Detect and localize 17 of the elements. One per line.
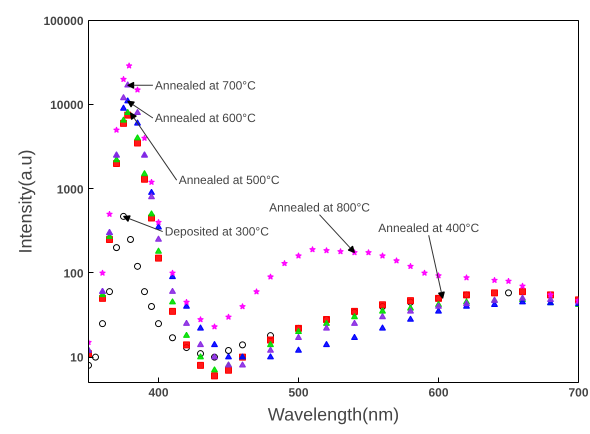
y-tick-label: 10000 [50,98,84,112]
x-tick-label: 400 [148,386,169,400]
y-tick-label: 10 [70,350,84,365]
y-axis-title: Intensity(a.u) [15,149,36,254]
y-tick-label: 100 [63,266,84,280]
y-tick-label: 1000 [56,182,84,196]
x-tick-label: 700 [568,386,589,400]
annotation: Annealed at 500°C [178,173,280,188]
y-tick-label: 100000 [43,14,84,28]
x-tick-label: 600 [428,386,449,400]
annotation: Annealed at 400°C [378,221,480,236]
annotation: Annealed at 800°C [269,200,370,215]
annotation: Annealed at 600°C [154,111,256,126]
x-axis-title: Wavelength(nm) [268,404,400,424]
annotation: Deposited at 300°C [164,224,270,239]
annotation: Annealed at 700°C [154,78,256,92]
x-tick-label: 500 [288,386,309,400]
